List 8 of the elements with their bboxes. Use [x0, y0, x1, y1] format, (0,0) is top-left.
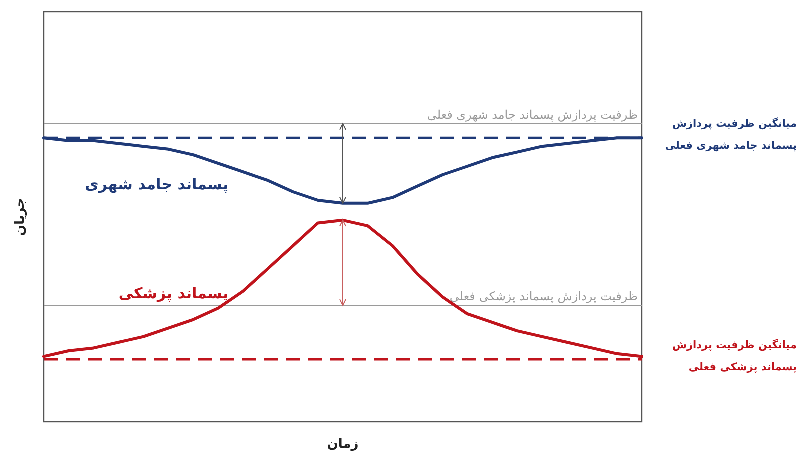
ref-line-label: ظرفیت پردازش پسماند پزشکی فعلی — [450, 290, 638, 304]
x-axis-title: زمان — [327, 437, 359, 452]
series-label: پسماند جامد شهری — [85, 175, 229, 194]
series-label: پسماند پزشکی — [118, 284, 229, 302]
y-axis-title: جریان — [13, 198, 28, 236]
ref-line-label: میانگین ظرفیت پردازش پسماند جامد شهری فعلی — [665, 117, 798, 152]
ref-line-label: میانگین ظرفیت پردازش پسماند پزشکی فعلی — [672, 338, 798, 374]
ref-line-label: ظرفیت پردازش پسماند جامد شهری فعلی — [427, 108, 638, 122]
